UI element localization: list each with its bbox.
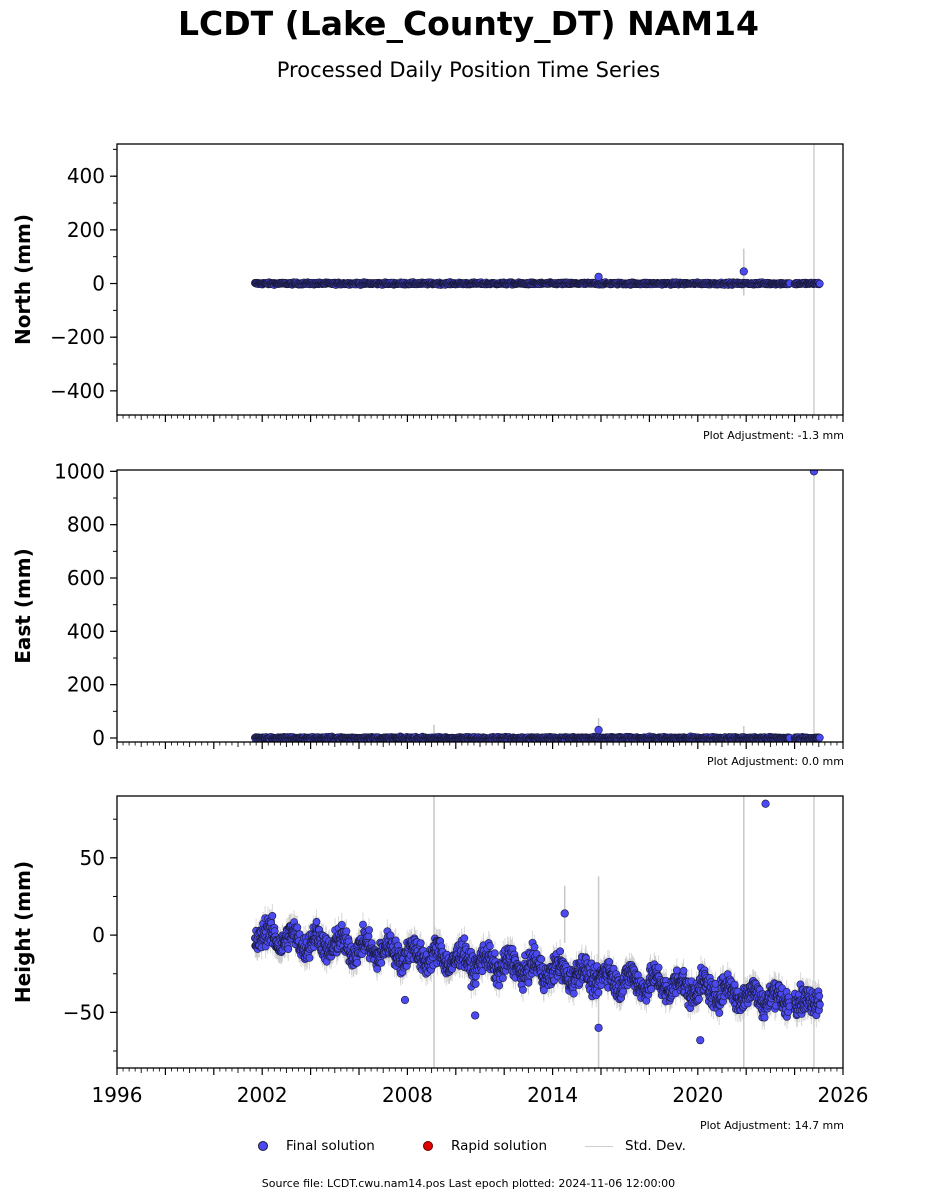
- data-point: [815, 279, 824, 288]
- height-plot-area: [251, 796, 824, 1068]
- east-y-axis-label: East (mm): [11, 548, 35, 664]
- y-tick-label: 800: [67, 513, 105, 537]
- y-tick-label: 600: [67, 566, 105, 590]
- outlier-point: [809, 470, 819, 476]
- y-tick-label: 0: [92, 272, 105, 296]
- north-y-axis-label: North (mm): [11, 214, 35, 345]
- y-tick-label: 400: [67, 164, 105, 188]
- y-tick-label: 400: [67, 619, 105, 643]
- east-points: [251, 470, 824, 742]
- east-panel: 0 200 400 600 800 1000 East (mm): [11, 459, 844, 750]
- y-tick-label: 0: [92, 726, 105, 750]
- y-tick-label: −200: [50, 325, 105, 349]
- y-tick-label: 200: [67, 673, 105, 697]
- east-frame: [116, 469, 844, 743]
- outlier-point: [739, 267, 748, 276]
- y-tick-label: 200: [67, 218, 105, 242]
- chart-subtitle: Processed Daily Position Time Series: [276, 58, 661, 82]
- y-tick-label: 1000: [54, 459, 105, 483]
- east-plot-area: [251, 470, 824, 742]
- chart-title: LCDT (Lake_County_DT) NAM14: [177, 4, 759, 43]
- outlier-point: [594, 725, 603, 735]
- data-point: [815, 733, 824, 742]
- north-points: [251, 267, 824, 289]
- outlier-point: [594, 272, 603, 281]
- y-tick-label: −400: [50, 379, 105, 403]
- north-panel: −400 −200 0 200 400 North (mm): [11, 143, 844, 422]
- north-plot-area: [251, 144, 824, 415]
